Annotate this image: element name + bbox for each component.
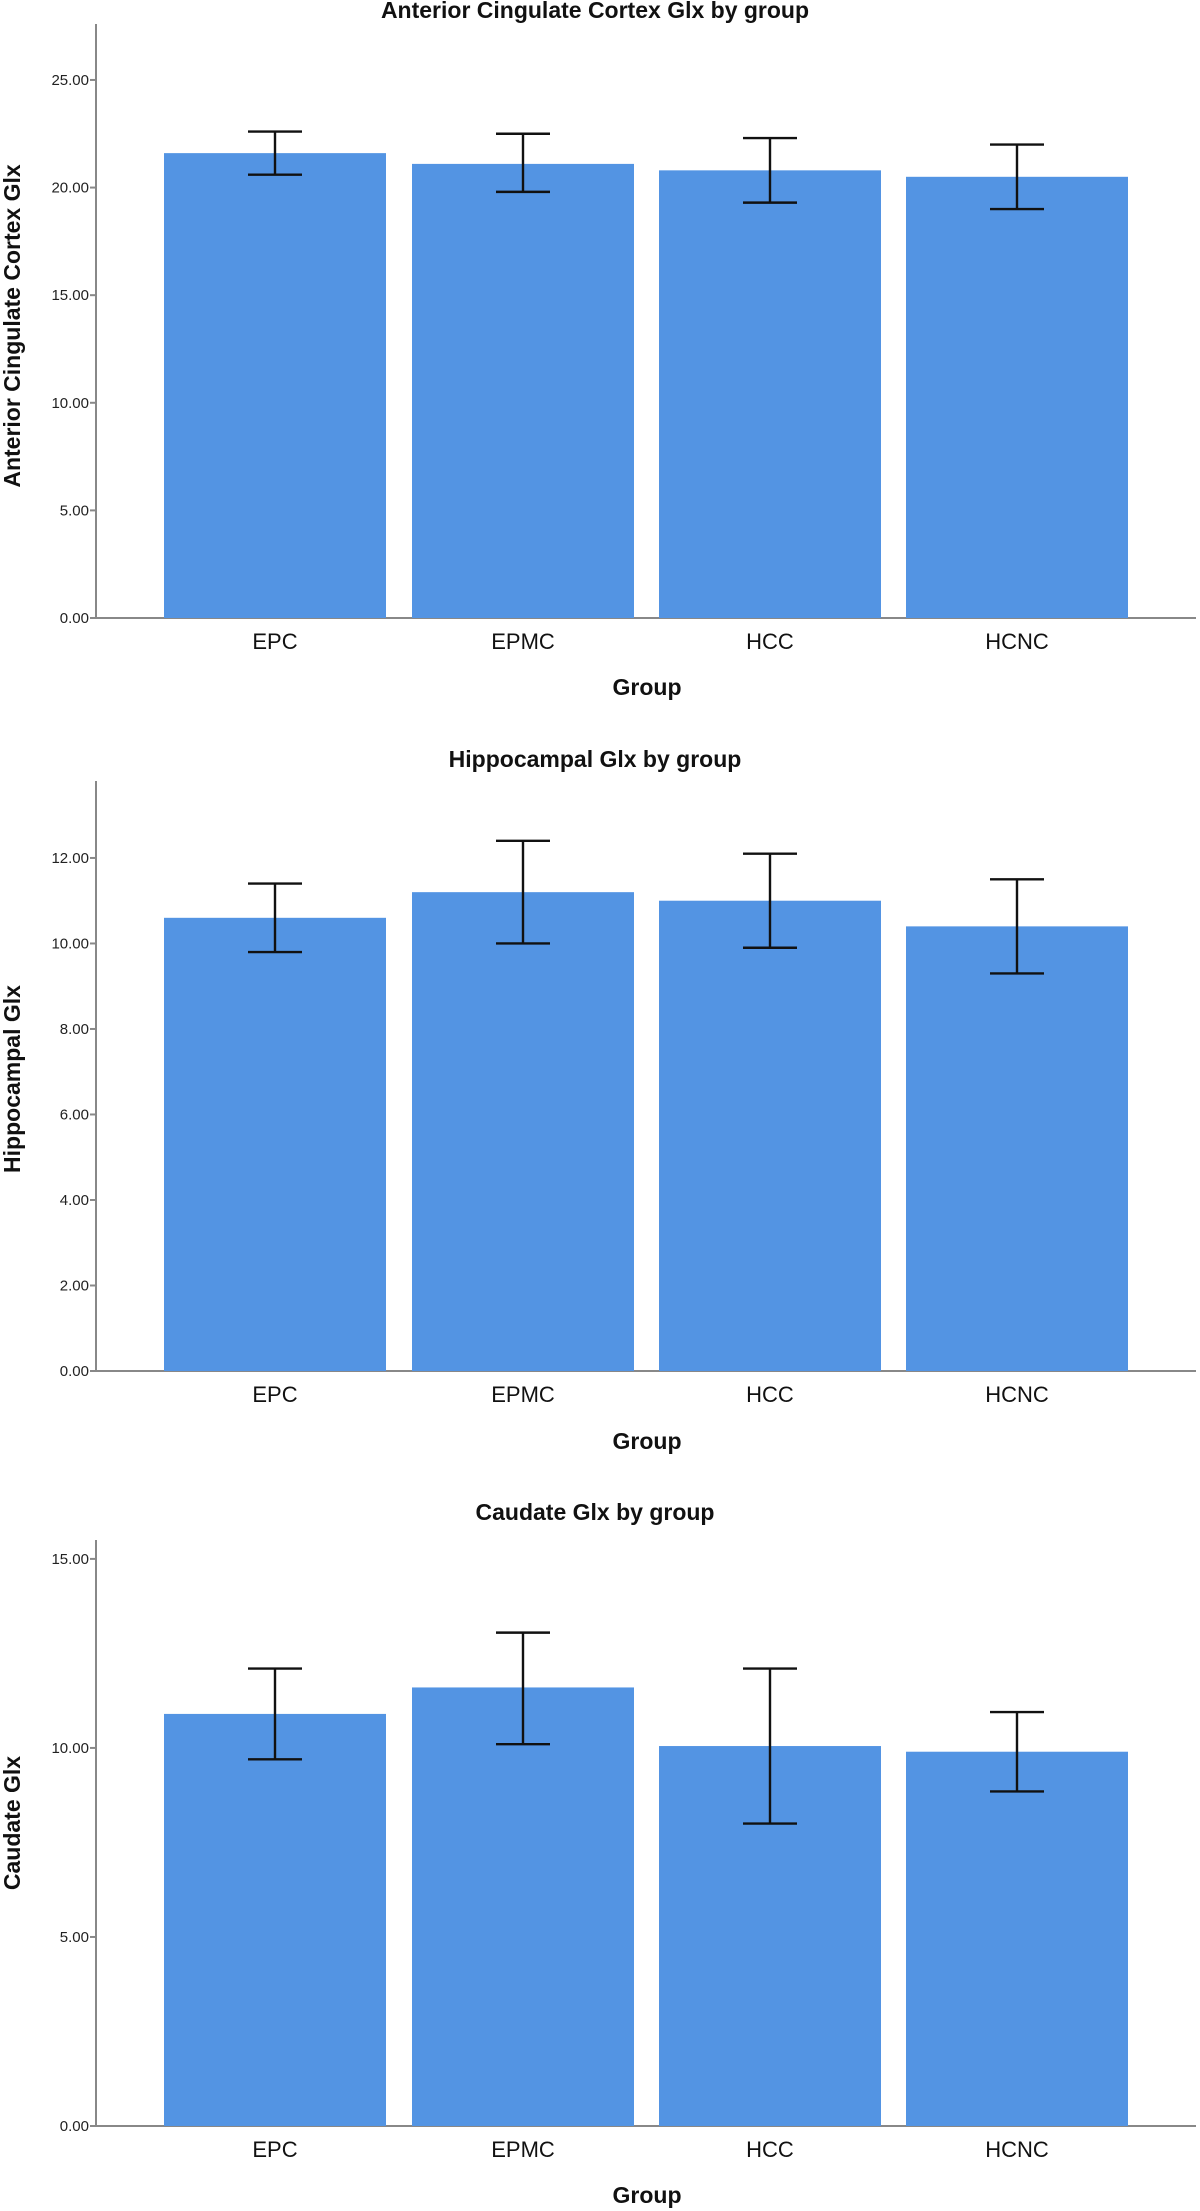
y-tick-label: 5.00 <box>60 502 89 519</box>
x-axis-label: Group <box>613 2182 682 2208</box>
y-tick-label: 0.00 <box>60 1363 89 1380</box>
y-tick-label: 0.00 <box>60 2118 89 2135</box>
y-tick-label: 20.00 <box>51 180 89 197</box>
x-tick-label: EPMC <box>491 629 555 654</box>
bar-hcnc <box>906 926 1128 1371</box>
bar-epc <box>164 153 386 618</box>
y-tick-label: 0.00 <box>60 610 89 627</box>
bar-epc <box>164 1713 386 2126</box>
y-tick-label: 2.00 <box>60 1277 89 1294</box>
y-tick-label: 10.00 <box>51 1740 89 1757</box>
y-tick-label: 4.00 <box>60 1192 89 1209</box>
y-tick-label: 8.00 <box>60 1021 89 1038</box>
y-axis-label: Anterior Cingulate Cortex Glx <box>0 164 25 488</box>
x-tick-label: HCNC <box>985 629 1049 654</box>
bar-hcnc <box>906 176 1128 618</box>
y-tick-label: 12.00 <box>51 850 89 867</box>
bar-hcnc <box>906 1751 1128 2126</box>
caudate-glx-chart: Caudate Glx by group Caudate Glx Group 0… <box>0 1474 1200 2211</box>
x-tick-label: HCC <box>746 2137 794 2162</box>
x-tick-label: EPC <box>252 2137 297 2162</box>
x-axis-label: Group <box>613 674 682 700</box>
y-tick-label: 25.00 <box>51 72 89 89</box>
y-axis-label: Caudate Glx <box>0 1756 25 1890</box>
y-tick-label: 10.00 <box>51 395 89 412</box>
x-tick-label: EPC <box>252 629 297 654</box>
bar-hcc <box>659 170 881 618</box>
x-axis-label: Group <box>613 1428 682 1454</box>
x-tick-label: EPC <box>252 1382 297 1407</box>
x-tick-label: EPMC <box>491 2137 555 2162</box>
chart-title: Anterior Cingulate Cortex Glx by group <box>381 0 809 23</box>
hippocampal-glx-chart: Hippocampal Glx by group Hippocampal Glx… <box>0 737 1200 1474</box>
y-tick-label: 10.00 <box>51 935 89 952</box>
bar-epc <box>164 917 386 1371</box>
y-tick-label: 15.00 <box>51 287 89 304</box>
acc-glx-chart: Anterior Cingulate Cortex Glx by group A… <box>0 0 1200 737</box>
bar-hcc <box>659 900 881 1371</box>
hippocampal-glx-chart-svg: Hippocampal Glx by group Hippocampal Glx… <box>0 746 1196 1454</box>
y-tick-label: 5.00 <box>60 1929 89 1946</box>
y-axis-label: Hippocampal Glx <box>0 985 25 1173</box>
x-tick-label: HCC <box>746 1382 794 1407</box>
caudate-glx-chart-svg: Caudate Glx by group Caudate Glx Group 0… <box>0 1499 1196 2208</box>
y-tick-label: 15.00 <box>51 1551 89 1568</box>
chart-title: Hippocampal Glx by group <box>449 746 742 772</box>
x-tick-label: EPMC <box>491 1382 555 1407</box>
acc-glx-chart-svg: Anterior Cingulate Cortex Glx by group A… <box>0 0 1196 700</box>
bar-epmc <box>412 1687 634 2126</box>
x-tick-label: HCC <box>746 629 794 654</box>
x-tick-label: HCNC <box>985 2137 1049 2162</box>
x-tick-label: HCNC <box>985 1382 1049 1407</box>
bar-epmc <box>412 892 634 1371</box>
chart-title: Caudate Glx by group <box>476 1499 715 1525</box>
bar-epmc <box>412 163 634 619</box>
y-tick-label: 6.00 <box>60 1106 89 1123</box>
